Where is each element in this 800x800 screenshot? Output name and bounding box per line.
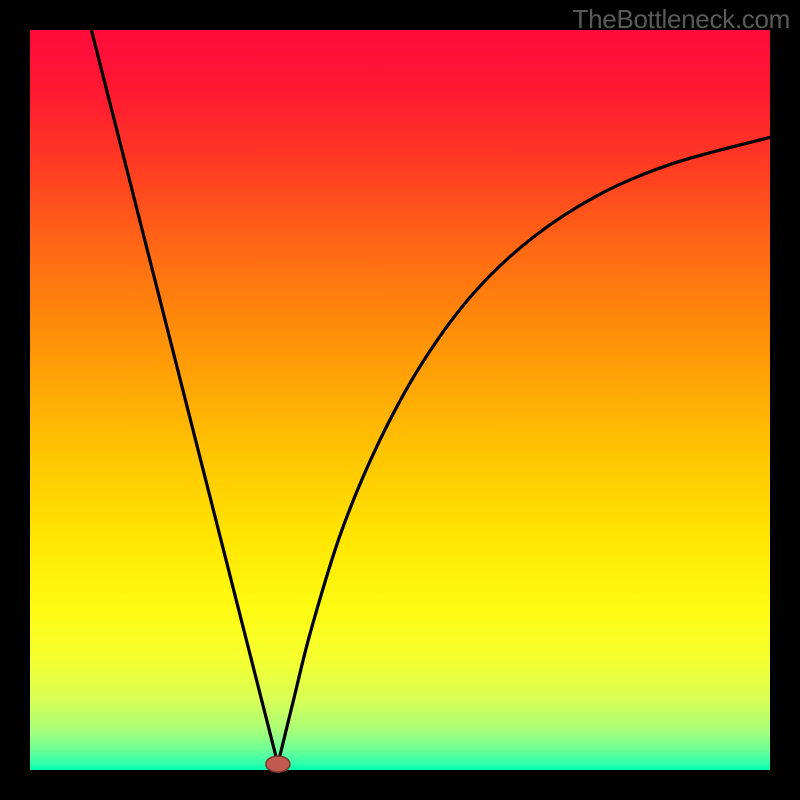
bottleneck-chart [0,0,800,800]
minimum-marker [266,756,290,772]
chart-container: TheBottleneck.com [0,0,800,800]
watermark-text: TheBottleneck.com [573,4,790,35]
